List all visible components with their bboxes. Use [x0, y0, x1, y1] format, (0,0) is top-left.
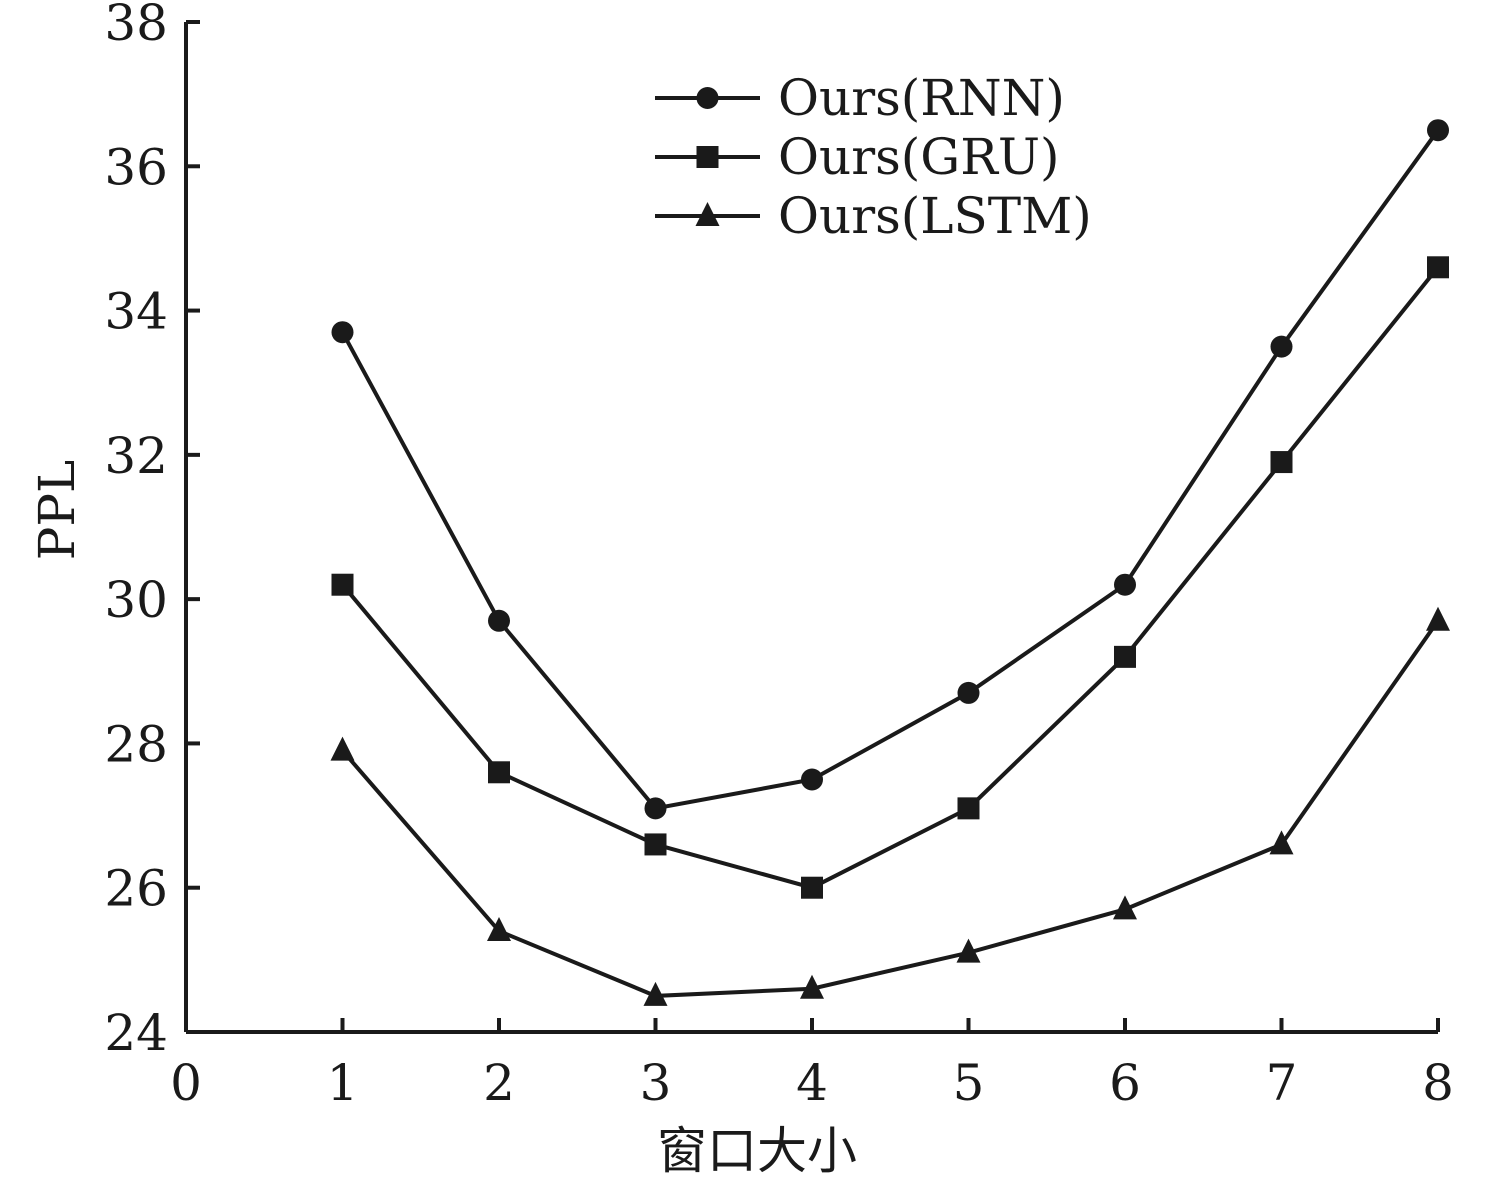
square-marker — [488, 761, 510, 784]
y-tick-label: 30 — [104, 571, 168, 629]
circle-marker — [488, 609, 510, 632]
x-tick-label: 0 — [170, 1054, 202, 1112]
series-triangle — [330, 606, 1450, 1006]
y-tick-label: 24 — [104, 1004, 168, 1062]
y-tick-label: 26 — [104, 860, 168, 918]
legend-item: Ours(GRU) — [655, 128, 1060, 186]
triangle-marker — [695, 202, 720, 226]
x-ticks: 0 1 2 3 4 5 6 7 8 — [170, 1018, 1454, 1112]
x-tick-label: 6 — [1109, 1054, 1141, 1112]
circle-marker — [1427, 119, 1449, 142]
x-tick-label: 4 — [796, 1054, 828, 1112]
x-tick-label: 8 — [1422, 1054, 1454, 1112]
y-tick-label: 34 — [104, 283, 168, 341]
y-axis-title: PPL — [28, 460, 86, 561]
triangle-marker — [1426, 606, 1450, 631]
series-line — [340, 129, 1440, 811]
legend-label: Ours(LSTM) — [778, 187, 1092, 245]
triangle-marker — [956, 938, 981, 963]
x-tick-label: 5 — [953, 1054, 985, 1112]
square-marker — [331, 573, 354, 596]
square-marker — [644, 833, 667, 856]
square-marker — [801, 876, 823, 899]
y-tick-label: 38 — [104, 0, 168, 52]
x-axis-title: 窗口大小 — [657, 1122, 857, 1180]
square-marker — [957, 797, 980, 820]
circle-marker — [801, 768, 823, 791]
y-ticks: 24 26 28 30 32 34 36 38 — [104, 0, 200, 1062]
circle-marker — [331, 321, 354, 344]
square-marker — [1270, 451, 1293, 474]
circle-marker — [1270, 335, 1293, 358]
triangle-marker — [800, 974, 824, 999]
legend: Ours(RNN)Ours(GRU)Ours(LSTM) — [655, 69, 1092, 245]
legend-item: Ours(LSTM) — [655, 187, 1092, 245]
series-line — [340, 266, 1440, 890]
series-square — [331, 256, 1449, 899]
series-layer — [330, 119, 1450, 1006]
y-tick-label: 28 — [104, 715, 168, 773]
series-line — [340, 619, 1440, 998]
triangle-marker — [1113, 895, 1137, 920]
series-circle — [331, 119, 1449, 820]
legend-label: Ours(RNN) — [778, 69, 1065, 127]
x-tick-label: 7 — [1266, 1054, 1298, 1112]
triangle-marker — [1269, 830, 1294, 855]
circle-marker — [644, 797, 667, 820]
triangle-marker — [487, 917, 511, 941]
legend-item: Ours(RNN) — [655, 69, 1065, 127]
triangle-marker — [330, 736, 355, 761]
y-tick-label: 36 — [104, 138, 168, 196]
circle-marker — [696, 87, 719, 109]
y-tick-label: 32 — [104, 427, 168, 485]
x-tick-label: 3 — [640, 1054, 672, 1112]
square-marker — [1114, 645, 1136, 668]
square-marker — [1427, 256, 1449, 279]
square-marker — [696, 146, 719, 168]
legend-label: Ours(GRU) — [778, 128, 1060, 186]
circle-marker — [1114, 573, 1136, 596]
triangle-marker — [643, 981, 668, 1006]
x-tick-label: 1 — [327, 1054, 359, 1112]
circle-marker — [957, 681, 980, 704]
x-tick-label: 2 — [483, 1054, 515, 1112]
